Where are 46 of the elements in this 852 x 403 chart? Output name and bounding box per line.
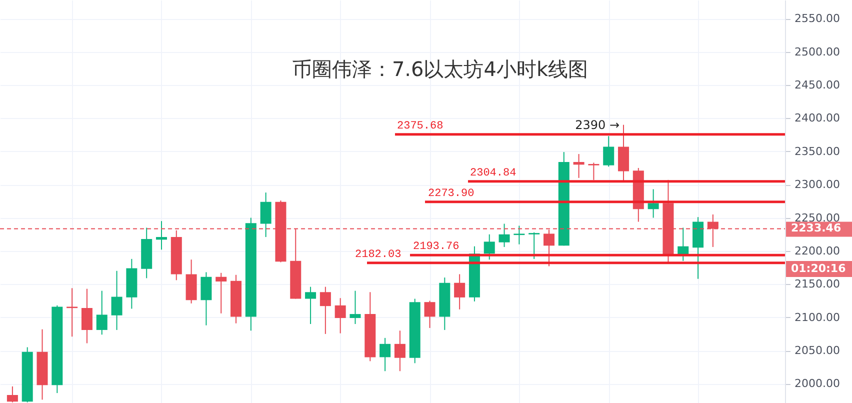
annotation: 2390 → <box>575 118 620 132</box>
y-tick-label: 2150.00 <box>794 278 840 291</box>
y-tick-label: 2550.00 <box>794 12 840 26</box>
y-tick-label: 2400.00 <box>794 112 840 125</box>
candlestick <box>498 223 510 248</box>
y-tick-label: 2050.00 <box>794 344 840 358</box>
candlestick <box>111 270 122 330</box>
candlestick <box>66 288 78 338</box>
candlestick <box>484 234 495 260</box>
candlestick <box>588 162 600 180</box>
candlestick <box>200 272 212 326</box>
ref-line-label: 2304.84 <box>470 167 517 180</box>
candlestick <box>380 337 391 372</box>
candlestick <box>260 192 272 238</box>
ref-line-label: 2182.03 <box>355 248 402 261</box>
y-tick-label: 2000.00 <box>794 377 840 390</box>
candlestick <box>320 286 331 334</box>
candlestick <box>334 298 346 334</box>
text: 币圈伟泽：7.6以太坊4小时k线图 <box>292 57 588 81</box>
y-tick-label: 2100.00 <box>794 310 840 324</box>
candlestick <box>350 290 361 324</box>
y-tick-label: 2200.00 <box>794 244 840 258</box>
y-tick-label: 2500.00 <box>794 45 840 58</box>
candlestick <box>216 272 227 314</box>
y-tick-label: 2450.00 <box>794 78 840 92</box>
y-tick-label: 2250.00 <box>794 211 840 224</box>
candlestick <box>648 188 659 218</box>
candlestick <box>603 136 614 168</box>
candlestick <box>573 154 584 178</box>
candlestick <box>454 274 466 310</box>
ref-line-label: 2273.90 <box>428 188 474 200</box>
candlestick <box>96 290 108 336</box>
candlestick <box>528 232 540 260</box>
candlestick <box>156 220 167 250</box>
candlestick <box>305 286 316 324</box>
candlestick <box>424 300 436 328</box>
candlestick <box>81 288 92 344</box>
ref-line-label: 2375.68 <box>397 120 444 132</box>
candlestick <box>394 330 406 372</box>
ref-line-label: 2193.76 <box>413 241 460 254</box>
candlestick <box>6 386 18 403</box>
y-tick-label: 2300.00 <box>794 178 840 192</box>
y-tick-label: 2350.00 <box>794 144 840 158</box>
ref-line-label: 2233.46 <box>791 222 842 235</box>
candlestick <box>514 225 525 245</box>
text: 01:20:16 <box>791 262 846 275</box>
